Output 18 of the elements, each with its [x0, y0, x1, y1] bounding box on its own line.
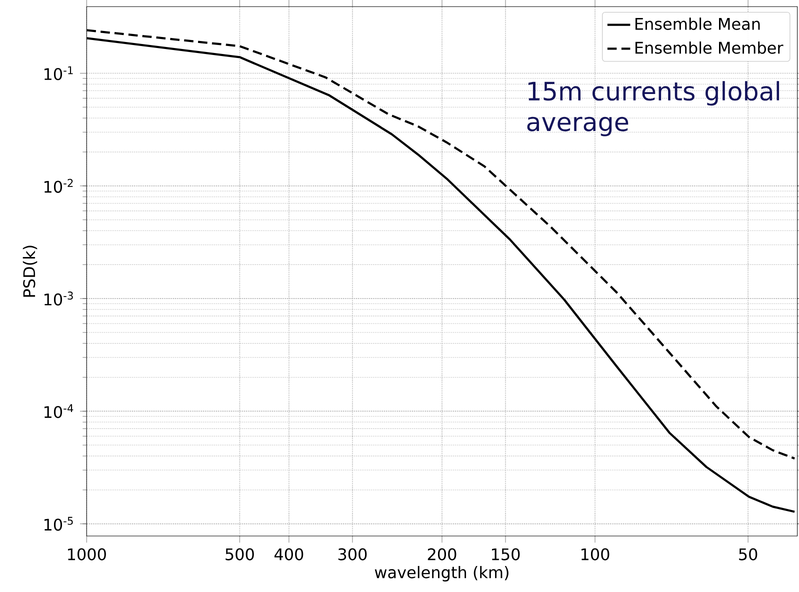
x-tick-label: 200 — [428, 548, 456, 560]
annotation: 15m currents global average — [527, 81, 780, 136]
x-tick-label: 1000 — [68, 548, 106, 560]
x-tick-label: 100 — [582, 548, 610, 560]
y-tick-label: 10$^{-4}$ — [44, 404, 74, 418]
y-tick-label: 10$^{-1}$ — [44, 66, 73, 80]
legend-label: Ensemble Mean — [635, 18, 760, 30]
x-tick-label: 400 — [274, 548, 304, 560]
x-tick-label: 300 — [338, 548, 367, 560]
y-tick-label: 10$^{-3}$ — [44, 292, 73, 306]
y-tick-label: 10$^{-2}$ — [44, 178, 73, 193]
x-tick-label: 150 — [492, 548, 520, 560]
x-axis-title: wavelength (km) — [374, 566, 508, 582]
y-tick-label: 10$^{-5}$ — [44, 516, 73, 531]
y-axis-title: PSD(k) — [22, 246, 38, 297]
legend-label: Ensemble Member — [635, 41, 784, 54]
x-tick-label: 50 — [739, 548, 758, 560]
x-tick-label: 500 — [226, 548, 254, 560]
